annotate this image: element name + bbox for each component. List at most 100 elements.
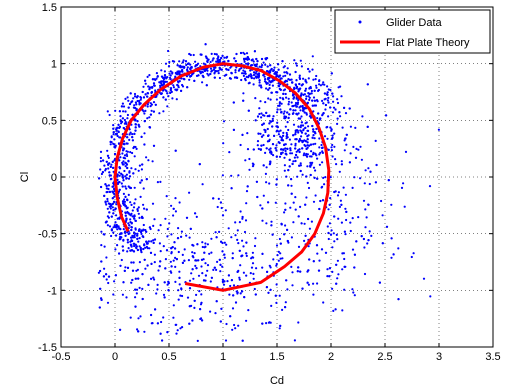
glider-data-point xyxy=(312,130,315,133)
glider-data-point xyxy=(130,239,133,242)
glider-data-point xyxy=(99,168,102,171)
glider-data-point xyxy=(137,330,140,333)
glider-data-point xyxy=(234,327,237,330)
glider-data-point xyxy=(306,138,309,141)
x-tick-label: -0.5 xyxy=(52,351,71,363)
glider-data-point xyxy=(193,79,196,82)
glider-data-point xyxy=(271,117,274,120)
glider-data-point xyxy=(135,147,138,150)
glider-data-point xyxy=(332,100,335,103)
glider-data-point xyxy=(196,339,199,342)
glider-data-point xyxy=(262,164,265,167)
glider-data-point xyxy=(128,170,131,173)
glider-data-point xyxy=(259,100,262,103)
glider-data-point xyxy=(205,68,208,71)
glider-data-point xyxy=(185,234,188,237)
glider-data-point xyxy=(326,125,329,129)
glider-data-point xyxy=(104,183,107,186)
glider-data-point xyxy=(230,236,233,239)
glider-data-point xyxy=(99,287,102,290)
glider-data-point xyxy=(366,125,369,128)
glider-data-point xyxy=(278,74,282,77)
glider-data-point xyxy=(148,226,151,229)
glider-data-point xyxy=(147,159,150,162)
glider-data-point xyxy=(168,76,172,79)
glider-data-point xyxy=(179,294,182,297)
glider-data-point xyxy=(173,241,176,244)
glider-data-point xyxy=(150,240,153,243)
glider-data-point xyxy=(135,109,138,112)
glider-data-point xyxy=(99,160,102,163)
glider-data-point xyxy=(341,252,344,255)
glider-data-point xyxy=(290,236,293,239)
glider-data-point xyxy=(200,265,203,268)
glider-data-point xyxy=(189,63,192,66)
glider-data-point xyxy=(177,250,180,254)
glider-data-point xyxy=(385,114,388,117)
glider-data-point xyxy=(131,215,134,218)
glider-data-point xyxy=(321,151,324,154)
glider-data-point xyxy=(144,246,147,249)
glider-data-point xyxy=(301,147,304,150)
glider-data-point xyxy=(241,239,244,242)
glider-data-point xyxy=(201,319,204,322)
glider-data-point xyxy=(277,85,281,88)
glider-data-point xyxy=(252,272,255,275)
glider-data-point xyxy=(180,89,183,92)
glider-data-point xyxy=(318,137,321,140)
glider-data-point xyxy=(349,125,352,128)
glider-data-point xyxy=(236,238,239,241)
glider-data-point xyxy=(136,268,139,271)
glider-data-point xyxy=(189,66,192,69)
glider-data-point xyxy=(245,75,248,78)
glider-data-point xyxy=(168,60,171,64)
glider-data-point xyxy=(288,113,291,116)
glider-data-point xyxy=(351,186,354,189)
glider-data-point xyxy=(123,154,127,157)
glider-data-point xyxy=(275,72,278,75)
glider-data-point xyxy=(145,156,148,159)
glider-data-point xyxy=(312,282,315,285)
glider-data-point xyxy=(268,163,271,166)
glider-data-point xyxy=(300,84,303,87)
glider-data-point xyxy=(105,184,108,187)
glider-data-point xyxy=(323,98,326,101)
glider-data-point xyxy=(286,72,289,75)
x-tick-label: 3.5 xyxy=(485,351,500,363)
glider-data-point xyxy=(132,172,135,175)
glider-data-point xyxy=(208,252,211,255)
glider-data-point xyxy=(317,88,320,92)
glider-data-point xyxy=(158,81,161,84)
glider-data-point xyxy=(99,150,103,153)
glider-data-point xyxy=(349,221,352,224)
glider-data-point xyxy=(260,66,263,69)
glider-data-point xyxy=(335,163,338,166)
glider-data-point xyxy=(249,73,252,76)
glider-data-point xyxy=(268,122,271,125)
glider-data-point xyxy=(267,201,270,204)
glider-data-point xyxy=(292,104,295,108)
glider-data-point xyxy=(111,185,114,188)
glider-data-point xyxy=(304,126,307,129)
glider-data-point xyxy=(144,109,147,112)
glider-data-point xyxy=(290,143,293,146)
glider-data-point xyxy=(188,279,192,282)
glider-data-point xyxy=(132,261,135,264)
glider-data-point xyxy=(261,266,264,269)
glider-data-point xyxy=(159,224,162,227)
glider-data-point xyxy=(310,150,313,153)
glider-data-point xyxy=(266,82,269,85)
glider-data-point xyxy=(129,151,132,154)
glider-data-point xyxy=(154,308,157,311)
glider-data-point xyxy=(123,198,126,201)
glider-data-point xyxy=(114,248,117,251)
glider-data-point xyxy=(256,73,259,76)
glider-data-point xyxy=(107,187,110,191)
glider-data-point xyxy=(125,163,129,166)
glider-data-point xyxy=(200,258,204,261)
glider-data-point xyxy=(172,86,175,89)
glider-data-point xyxy=(122,105,126,108)
glider-data-point xyxy=(256,60,259,63)
glider-data-point xyxy=(316,157,319,160)
glider-data-point xyxy=(281,97,284,100)
